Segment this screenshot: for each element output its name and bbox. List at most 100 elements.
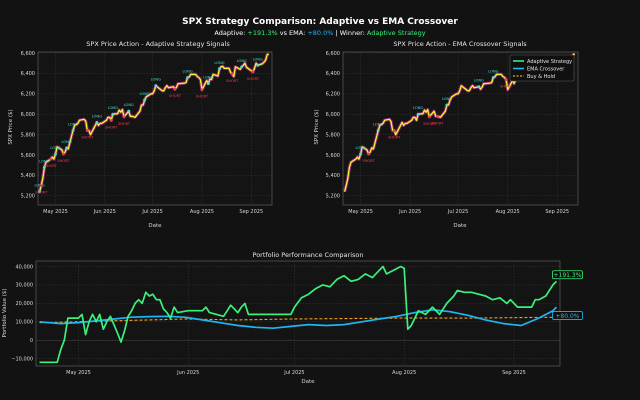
y-tick-label: 30,000 <box>16 283 34 289</box>
long-signal-label: LONG <box>237 59 247 63</box>
short-signal-label: SHORT <box>169 94 182 98</box>
portfolio-panel-ylabel: Portfolio Value ($) <box>2 288 8 337</box>
short-signal-label: SHORT <box>81 136 94 140</box>
y-tick-label: 5,800 <box>21 132 35 138</box>
plot-frame <box>37 51 273 206</box>
long-signal-marker <box>416 112 420 116</box>
y-tick-label: 6,600 <box>326 51 340 57</box>
x-tick-label: Sep 2025 <box>545 209 569 215</box>
y-tick-label: 5,400 <box>21 173 35 179</box>
adaptive-return-badge <box>552 270 583 280</box>
x-tick-label: Jul 2025 <box>141 209 162 215</box>
short-signal-marker <box>62 152 65 156</box>
long-signal-label: LONG <box>373 123 383 127</box>
adaptive-return-badge-label: +191.3% <box>554 272 582 279</box>
long-signal-label: LONG <box>39 159 49 163</box>
long-signal-label: LONG <box>183 70 193 74</box>
long-signal-label: LONG <box>34 184 44 188</box>
short-signal-marker <box>173 87 177 91</box>
plot-area <box>36 261 560 366</box>
ema-equity-line <box>39 306 558 330</box>
ema-panel-ylabel: SPX Price ($) <box>314 109 320 144</box>
short-signal-marker <box>435 114 439 118</box>
short-signal-label: SHORT <box>118 122 131 126</box>
short-signal-label: SHORT <box>388 136 401 140</box>
ema-panel-plot: 5,200 5,400 5,600 5,800 6,000 6,200 6,400 6,600… <box>326 51 579 215</box>
long-signal-marker <box>127 109 131 113</box>
y-tick-label: 5,600 <box>21 153 35 159</box>
x-tick-label: May 2025 <box>66 370 91 376</box>
long-signal-label: LONG <box>253 57 263 61</box>
adaptive-return-value: +191.3% <box>247 29 277 37</box>
y-tick-label: 5,200 <box>326 194 340 200</box>
price-line <box>38 53 270 192</box>
long-signal-marker <box>240 65 244 69</box>
x-tick-label: Sep 2025 <box>502 370 526 376</box>
short-signal-label: SHORT <box>362 159 375 163</box>
long-signal-marker <box>186 76 190 79</box>
x-tick-label: Jun 2025 <box>398 209 421 215</box>
y-tick-label: 6,200 <box>21 92 35 98</box>
short-signal-label: SHORT <box>105 125 118 129</box>
long-signal-marker <box>154 84 158 88</box>
long-signal-marker <box>42 165 46 169</box>
legend: Adaptive Strategy EMA Crossover Buy & Ho… <box>509 54 575 82</box>
x-tick-label: May 2025 <box>43 209 68 215</box>
short-signal-marker <box>367 152 370 156</box>
long-signal-label: LONG <box>140 92 150 96</box>
long-signal-marker <box>65 146 69 150</box>
ema-return-value: +80.0% <box>307 29 333 37</box>
long-signal-marker <box>38 190 41 194</box>
x-tick-label: Jun 2025 <box>176 370 199 376</box>
legend-label-adaptive: Adaptive Strategy <box>527 59 572 65</box>
short-signal-marker <box>251 70 255 74</box>
portfolio-panel-title: Portfolio Performance Comparison <box>253 251 364 259</box>
y-tick-label: 5,400 <box>326 173 340 179</box>
long-signal-marker <box>218 67 221 71</box>
long-signal-label: LONG <box>50 146 60 150</box>
short-signal-label: SHORT <box>35 191 48 195</box>
short-signal-label: SHORT <box>196 95 209 99</box>
long-signal-marker <box>143 98 147 102</box>
y-tick-label: −10,000 <box>11 356 33 362</box>
long-signal-marker <box>111 112 115 116</box>
y-tick-label: 6,400 <box>326 71 340 77</box>
y-tick-label: 6,400 <box>21 71 35 77</box>
short-signal-marker <box>230 72 234 76</box>
subtitle-prefix: Adaptive: <box>214 29 247 37</box>
long-signal-label: LONG <box>488 70 498 74</box>
short-signal-marker <box>427 115 431 119</box>
y-tick-label: 5,200 <box>21 194 35 200</box>
short-signal-label: SHORT <box>45 164 58 168</box>
short-signal-marker <box>39 184 43 188</box>
long-signal-label: LONG <box>108 106 118 110</box>
adaptive-panel-ylabel: SPX Price ($) <box>8 109 14 144</box>
figure-title: SPX Strategy Comparison: Adaptive vs EMA… <box>182 17 458 27</box>
long-signal-label: LONG <box>68 123 78 127</box>
long-signal-marker <box>206 82 210 86</box>
short-signal-label: SHORT <box>247 77 260 81</box>
long-signal-label: LONG <box>62 140 72 144</box>
adaptive-panel-xlabel: Date <box>148 223 162 229</box>
subtitle-mid: vs EMA: <box>278 29 308 37</box>
y-tick-label: 20,000 <box>16 301 34 307</box>
long-signal-label: LONG <box>442 97 452 101</box>
short-signal-marker <box>122 115 126 119</box>
short-signal-label: SHORT <box>423 122 436 126</box>
figure-subtitle: Adaptive: +191.3% vs EMA: +80.0% | Winne… <box>214 29 425 37</box>
y-tick-label: 6,000 <box>326 112 340 118</box>
short-signal-label: SHORT <box>57 159 70 163</box>
y-tick-label: 5,600 <box>326 153 340 159</box>
y-tick-label: 10,000 <box>16 320 34 326</box>
adaptive-signals-panel: SPX Price Action - Adaptive Strategy Sig… <box>8 40 273 229</box>
ema-return-badge-label: +80.0% <box>555 313 579 320</box>
portfolio-panel-xlabel: Date <box>301 379 315 385</box>
short-signal-label: SHORT <box>226 79 239 83</box>
legend-label-buyhold: Buy & Hold <box>527 74 555 80</box>
portfolio-panel-plot: −10,000 0 10,000 20,000 30,000 40,000 May 2025… <box>11 260 583 376</box>
long-signal-marker <box>491 76 495 79</box>
adaptive-equity-line <box>39 265 558 364</box>
long-signal-marker <box>71 129 75 132</box>
short-signal-marker <box>504 78 508 81</box>
long-signal-label: LONG <box>203 76 213 80</box>
